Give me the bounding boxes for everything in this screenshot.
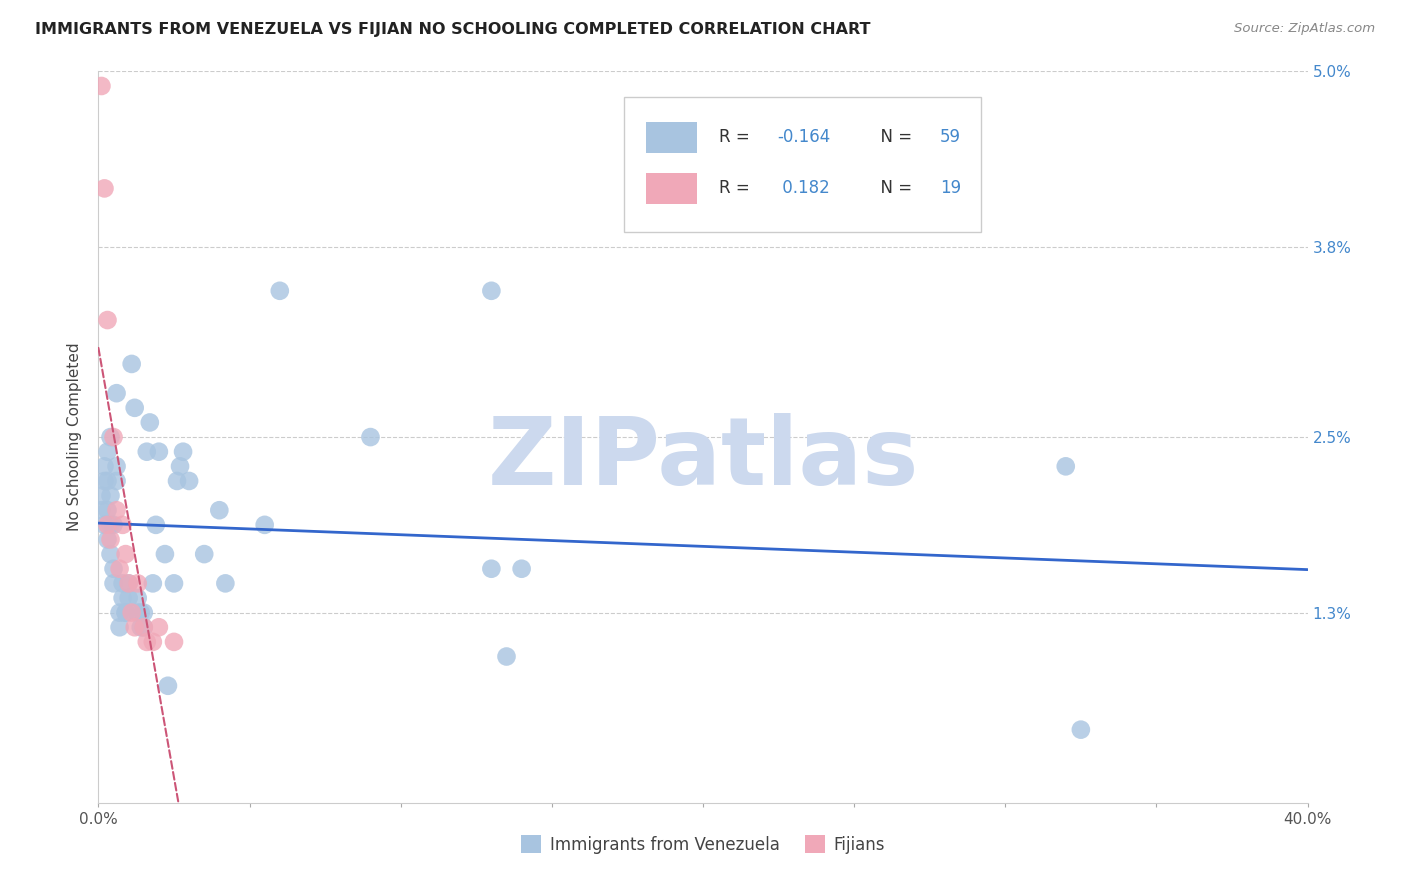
Point — [100, 517, 122, 532]
Point — [481, 562, 503, 576]
Point — [103, 576, 125, 591]
Text: R =: R = — [718, 179, 755, 197]
Point — [481, 284, 503, 298]
Text: 0.182: 0.182 — [776, 179, 830, 197]
Text: 59: 59 — [941, 128, 960, 146]
Point — [108, 562, 131, 576]
Point — [108, 620, 131, 634]
Point — [90, 489, 112, 503]
Point — [129, 620, 152, 634]
Point — [100, 489, 122, 503]
Point — [103, 430, 125, 444]
Point — [156, 679, 179, 693]
Point — [105, 503, 128, 517]
Point — [163, 635, 186, 649]
Point — [148, 444, 170, 458]
Point — [121, 357, 143, 371]
Legend: Immigrants from Venezuela, Fijians: Immigrants from Venezuela, Fijians — [515, 829, 891, 860]
Point — [132, 620, 155, 634]
Text: R =: R = — [718, 128, 755, 146]
Point — [100, 547, 122, 561]
Point — [90, 78, 112, 93]
Point — [103, 517, 125, 532]
Y-axis label: No Schooling Completed: No Schooling Completed — [67, 343, 83, 532]
Point — [111, 576, 134, 591]
Point — [269, 284, 291, 298]
Point — [105, 474, 128, 488]
Text: 19: 19 — [941, 179, 962, 197]
Point — [360, 430, 382, 444]
Point — [139, 416, 162, 430]
Point — [93, 517, 115, 532]
Point — [93, 181, 115, 195]
Point — [153, 547, 176, 561]
Point — [105, 459, 128, 474]
Point — [96, 533, 118, 547]
Point — [96, 517, 118, 532]
Point — [179, 474, 201, 488]
Point — [495, 649, 517, 664]
Point — [127, 606, 149, 620]
Point — [118, 591, 141, 605]
Point — [100, 430, 122, 444]
Point — [96, 313, 118, 327]
Point — [90, 503, 112, 517]
Point — [214, 576, 236, 591]
Text: N =: N = — [870, 179, 917, 197]
Point — [100, 533, 122, 547]
Point — [193, 547, 215, 561]
Text: -0.164: -0.164 — [776, 128, 830, 146]
Point — [118, 576, 141, 591]
Point — [510, 562, 533, 576]
Point — [135, 444, 157, 458]
Point — [163, 576, 186, 591]
Point — [105, 386, 128, 401]
Point — [127, 591, 149, 605]
Point — [111, 591, 134, 605]
Point — [132, 606, 155, 620]
Point — [93, 474, 115, 488]
Point — [96, 503, 118, 517]
Text: IMMIGRANTS FROM VENEZUELA VS FIJIAN NO SCHOOLING COMPLETED CORRELATION CHART: IMMIGRANTS FROM VENEZUELA VS FIJIAN NO S… — [35, 22, 870, 37]
Text: Source: ZipAtlas.com: Source: ZipAtlas.com — [1234, 22, 1375, 36]
Point — [93, 459, 115, 474]
FancyBboxPatch shape — [647, 122, 697, 153]
Text: N =: N = — [870, 128, 917, 146]
Point — [172, 444, 194, 458]
Point — [111, 517, 134, 532]
FancyBboxPatch shape — [647, 173, 697, 203]
Point — [1054, 459, 1077, 474]
Point — [169, 459, 191, 474]
Point — [127, 576, 149, 591]
Text: ZIPatlas: ZIPatlas — [488, 413, 918, 505]
Point — [142, 635, 165, 649]
Point — [208, 503, 231, 517]
Point — [108, 606, 131, 620]
Point — [114, 606, 136, 620]
Point — [148, 620, 170, 634]
Point — [145, 517, 167, 532]
Point — [132, 620, 155, 634]
Point — [124, 620, 146, 634]
Point — [124, 401, 146, 415]
Point — [1070, 723, 1092, 737]
Point — [142, 576, 165, 591]
Point — [135, 635, 157, 649]
Point — [96, 474, 118, 488]
Point — [166, 474, 188, 488]
Point — [103, 562, 125, 576]
Point — [114, 606, 136, 620]
Point — [129, 606, 152, 620]
Point — [121, 606, 143, 620]
Point — [118, 576, 141, 591]
Point — [96, 444, 118, 458]
FancyBboxPatch shape — [624, 97, 981, 232]
Point — [253, 517, 276, 532]
Point — [114, 547, 136, 561]
